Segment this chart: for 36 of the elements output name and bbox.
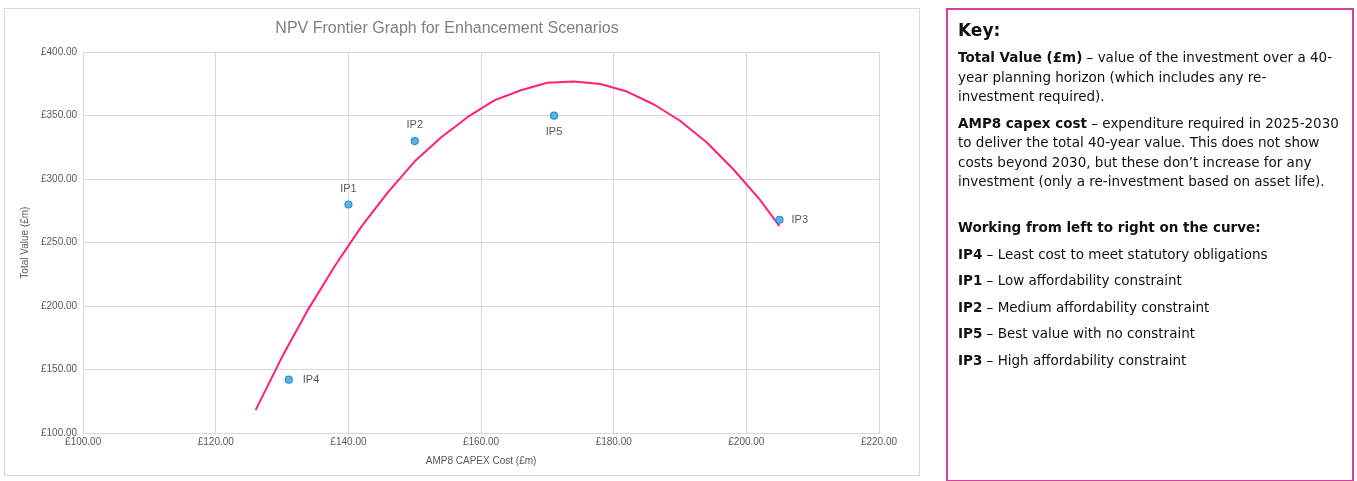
text: IP3 – High affordability constraint xyxy=(958,350,1188,370)
point xyxy=(410,136,419,146)
y-tick-label: £300.00 xyxy=(40,172,78,184)
text: Key: xyxy=(958,20,1002,40)
x-axis-title: AMP8 CAPEX Cost (£m) xyxy=(425,454,537,466)
annotation: IP1 xyxy=(340,181,357,194)
y-tick-label: £150.00 xyxy=(40,363,78,375)
text: IP2 – Medium affordability constraint xyxy=(958,297,1211,317)
chart-title: NPV Frontier Graph for Enhancement Scenarios xyxy=(275,19,619,37)
x-tick-label: £160.00 xyxy=(463,435,500,447)
point xyxy=(549,111,559,120)
point xyxy=(344,200,353,209)
text: Working from left to right on the curve: xyxy=(958,218,1261,235)
y-tick-label: £400.00 xyxy=(40,45,78,57)
point xyxy=(775,215,784,224)
text: AMP8 capex cost – expenditure required in 2025-2030 to deliver the total 40-year value. This does not show costs beyond 2030, but these don’t increase for any investment (only a re-investment based on asset life). xyxy=(958,113,1340,192)
x-tick-label: £100.00 xyxy=(65,435,102,447)
annotation: IP5 xyxy=(545,124,563,137)
text: IP4 – Least cost to meet statutory obligations xyxy=(958,244,1269,264)
x-tick-label: £220.00 xyxy=(860,435,898,447)
y-axis-title: Total Value (£m) xyxy=(18,206,30,279)
y-tick-label: £250.00 xyxy=(40,236,78,248)
annotation: IP2 xyxy=(406,118,424,131)
x-tick-label: £120.00 xyxy=(197,435,235,447)
text: Total Value (£m) – value of the investment over a 40-year planning horizon (which includes any re-investment required). xyxy=(958,48,1334,107)
x-tick-label: £140.00 xyxy=(330,435,367,447)
y-tick-label: £200.00 xyxy=(40,299,78,311)
annotation: IP4 xyxy=(302,372,320,385)
y-tick-label: £350.00 xyxy=(40,109,78,121)
text: IP5 – Best value with no constraint xyxy=(958,324,1197,344)
x-tick-label: £200.00 xyxy=(728,435,765,447)
annotation: IP3 xyxy=(791,212,809,225)
text: IP1 – Low affordability constraint xyxy=(958,271,1183,291)
y-tick-label: £100.00 xyxy=(40,426,78,438)
x-tick-label: £180.00 xyxy=(595,435,633,447)
point xyxy=(284,375,293,384)
